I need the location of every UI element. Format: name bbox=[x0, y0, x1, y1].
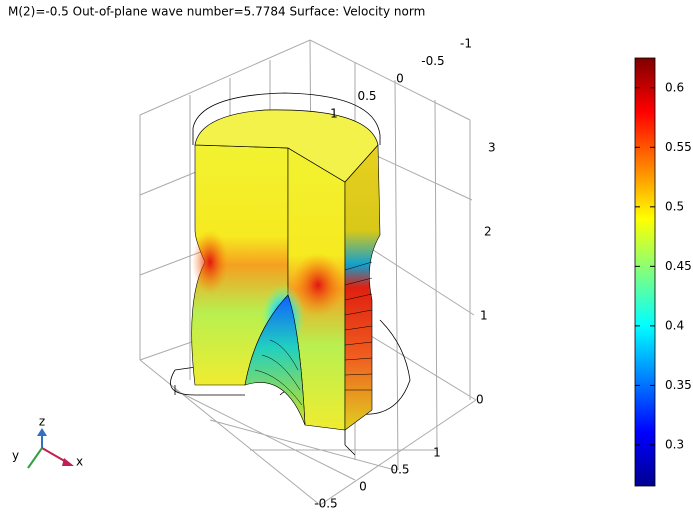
colorbar-tick-label: 0.4 bbox=[665, 318, 684, 332]
colorbar-gradient bbox=[634, 57, 656, 487]
colorbar: 0.3 0.35 0.4 0.45 0.5 0.55 0.6 bbox=[634, 57, 692, 487]
y-tick-label: -1 bbox=[460, 37, 472, 51]
z-tick-label: 3 bbox=[488, 141, 496, 155]
colorbar-tick-label: 0.35 bbox=[665, 378, 692, 392]
x-tick-label: -0.5 bbox=[314, 497, 337, 511]
geometry bbox=[170, 92, 411, 456]
axis-triad: z y x bbox=[12, 415, 83, 469]
plot-title: M(2)=-0.5 Out-of-plane wave number=5.778… bbox=[8, 5, 425, 19]
colorbar-tick-label: 0.45 bbox=[665, 259, 692, 273]
colorbar-tick-label: 0.3 bbox=[665, 437, 684, 451]
y-tick-label: 1 bbox=[330, 107, 338, 121]
z-tick-label: 2 bbox=[484, 225, 492, 239]
triad-x-label: x bbox=[76, 455, 83, 469]
colorbar-tick-label: 0.5 bbox=[665, 199, 684, 213]
y-tick-label: 0.5 bbox=[357, 89, 376, 103]
x-tick-label: 1 bbox=[433, 446, 441, 460]
x-tick-label: 0 bbox=[359, 480, 367, 494]
z-tick-label: 1 bbox=[480, 309, 488, 323]
y-tick-label: -0.5 bbox=[421, 54, 444, 68]
triad-y-label: y bbox=[12, 449, 19, 463]
triad-z-label: z bbox=[39, 415, 45, 429]
colorbar-tick-label: 0.55 bbox=[665, 140, 692, 154]
colorbar-tick-label: 0.6 bbox=[665, 80, 684, 94]
x-tick-label: 0.5 bbox=[390, 463, 409, 477]
z-tick-label: 0 bbox=[476, 393, 484, 407]
y-tick-label: 0 bbox=[396, 72, 404, 86]
